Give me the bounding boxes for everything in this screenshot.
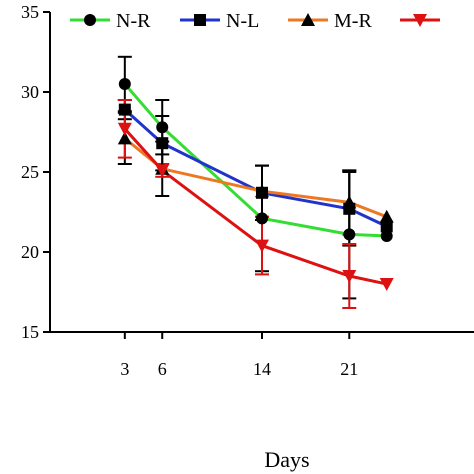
legend-marker (413, 14, 427, 27)
data-point (343, 228, 356, 241)
legend-marker (194, 14, 206, 26)
data-point (156, 137, 169, 150)
y-tick-label: 20 (21, 242, 39, 262)
data-point (255, 239, 269, 253)
legend-marker (84, 14, 96, 26)
data-point (255, 184, 269, 198)
y-tick-label: 25 (21, 162, 39, 182)
data-point (342, 195, 357, 209)
data-point (118, 78, 131, 90)
data-point (379, 209, 394, 223)
legend-marker (301, 13, 315, 26)
y-tick-label: 15 (21, 322, 39, 342)
series-lines (123, 83, 388, 286)
data-point (379, 278, 394, 291)
x-tick-label: 6 (158, 359, 167, 379)
legend-label: N-L (226, 10, 259, 32)
x-tick-label: 21 (340, 359, 358, 379)
error-bars (117, 55, 357, 309)
y-tick-label: 35 (21, 2, 39, 22)
data-point (380, 230, 393, 242)
legend: N-R N-L M-R (70, 10, 440, 32)
y-tick-label: 30 (21, 82, 39, 102)
data-point (256, 212, 268, 225)
legend-label: N-R (116, 10, 151, 32)
data-point (342, 270, 357, 283)
data-point (380, 220, 393, 233)
x-axis-label: Days (264, 447, 309, 472)
data-point (155, 164, 170, 178)
series-markers (117, 78, 394, 291)
axes: 15 20 25 30 35 3 6 14 21 (21, 2, 474, 379)
x-tick-label: 14 (253, 359, 271, 379)
data-point (117, 131, 132, 145)
data-point (117, 122, 132, 136)
data-point (118, 103, 131, 116)
legend-label: M-R (334, 10, 372, 32)
x-tick-label: 3 (120, 359, 129, 379)
data-point (156, 121, 169, 134)
